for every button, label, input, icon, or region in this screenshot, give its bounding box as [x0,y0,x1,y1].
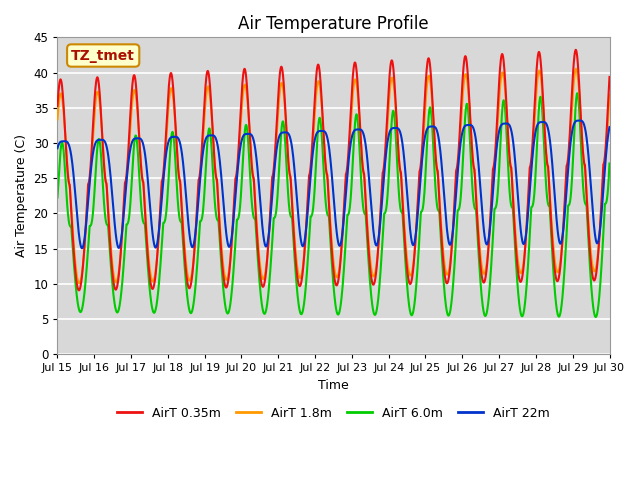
AirT 22m [576,118,584,123]
AirT 6.0m [362,211,369,217]
AirT 22m [349,129,357,135]
Line: AirT 1.8m: AirT 1.8m [58,69,609,283]
AirT 22m [572,118,580,124]
AirT 0.35m [573,49,580,55]
AirT 22m [54,145,61,151]
AirT 1.8m [362,193,369,199]
AirT 0.35m [557,258,564,264]
AirT 6.0m [557,309,564,314]
AirT 0.35m [349,66,357,72]
AirT 1.8m [208,113,216,119]
AirT 22m [494,134,502,140]
AirT 22m [78,245,86,251]
AirT 6.0m [592,314,600,320]
AirT 6.0m [54,195,61,201]
AirT 6.0m [572,98,580,104]
AirT 22m [208,132,216,138]
AirT 0.35m [75,288,83,293]
AirT 22m [557,240,564,246]
Line: AirT 0.35m: AirT 0.35m [58,50,609,290]
AirT 6.0m [573,90,581,96]
AirT 0.35m [605,74,613,80]
Y-axis label: Air Temperature (C): Air Temperature (C) [15,134,28,257]
AirT 6.0m [605,161,613,167]
AirT 1.8m [573,66,580,72]
Line: AirT 6.0m: AirT 6.0m [58,93,609,317]
X-axis label: Time: Time [318,379,349,392]
Text: TZ_tmet: TZ_tmet [71,48,135,62]
AirT 6.0m [494,190,502,195]
AirT 6.0m [207,142,215,148]
AirT 1.8m [76,280,83,286]
AirT 1.8m [557,254,564,260]
Legend: AirT 0.35m, AirT 1.8m, AirT 6.0m, AirT 22m: AirT 0.35m, AirT 1.8m, AirT 6.0m, AirT 2… [112,402,555,424]
AirT 0.35m [494,99,502,105]
AirT 0.35m [362,197,369,203]
AirT 22m [362,142,369,147]
AirT 0.35m [572,47,580,53]
AirT 1.8m [54,117,61,122]
AirT 1.8m [572,66,580,72]
AirT 6.0m [349,149,357,155]
AirT 1.8m [349,84,357,90]
AirT 0.35m [208,109,216,115]
AirT 0.35m [54,103,61,109]
AirT 1.8m [494,114,502,120]
AirT 22m [605,124,613,130]
Title: Air Temperature Profile: Air Temperature Profile [238,15,429,33]
Line: AirT 22m: AirT 22m [58,120,609,248]
AirT 1.8m [605,92,613,98]
